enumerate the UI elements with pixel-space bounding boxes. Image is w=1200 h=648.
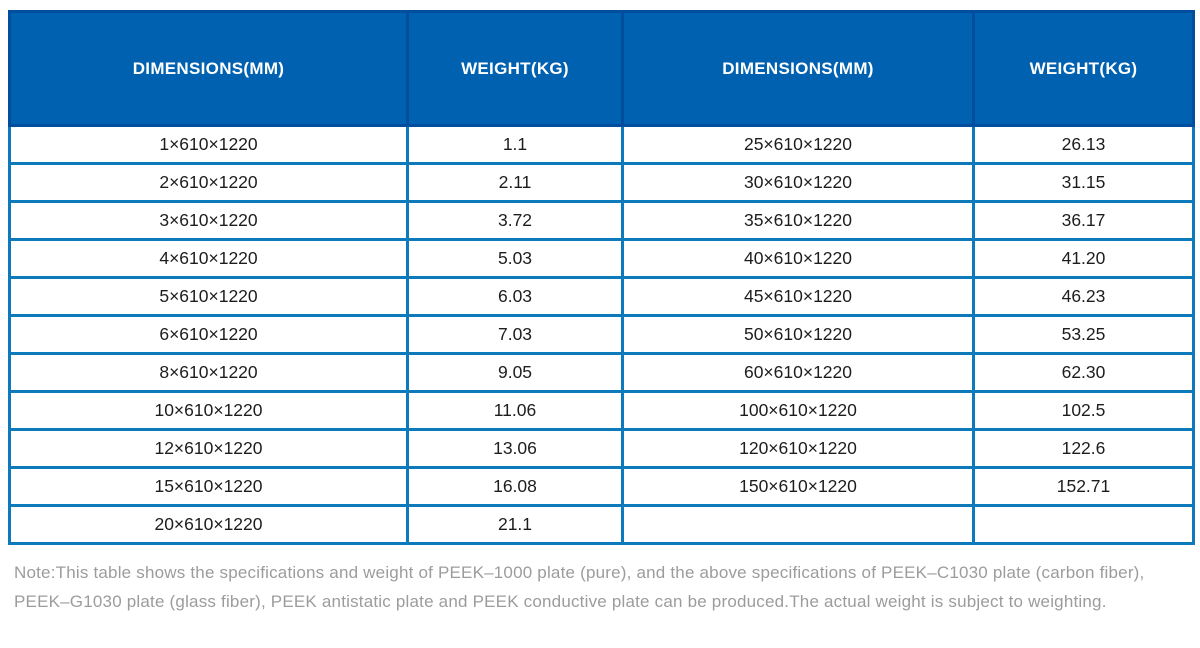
dimensions-cell: 4×610×1220 <box>8 238 409 279</box>
table-row: 20×610×1220 21.1 <box>8 504 1195 545</box>
table-row: 1×610×1220 1.1 25×610×1220 26.13 <box>8 124 1195 165</box>
dimensions-cell: 20×610×1220 <box>8 504 409 545</box>
dimensions-cell: 50×610×1220 <box>621 314 975 355</box>
table-row: 12×610×1220 13.06 120×610×1220 122.6 <box>8 428 1195 469</box>
table-row: 6×610×1220 7.03 50×610×1220 53.25 <box>8 314 1195 355</box>
weight-cell: 122.6 <box>972 428 1195 469</box>
footnote-line-2: PEEK–G1030 plate (glass fiber), PEEK ant… <box>14 592 1107 611</box>
table-row: 3×610×1220 3.72 35×610×1220 36.17 <box>8 200 1195 241</box>
dimensions-cell: 150×610×1220 <box>621 466 975 507</box>
weight-cell: 53.25 <box>972 314 1195 355</box>
dimensions-cell: 40×610×1220 <box>621 238 975 279</box>
dimensions-cell: 5×610×1220 <box>8 276 409 317</box>
footnote: Note:This table shows the specifications… <box>14 558 1190 616</box>
table-row: 15×610×1220 16.08 150×610×1220 152.71 <box>8 466 1195 507</box>
dimensions-cell: 120×610×1220 <box>621 428 975 469</box>
weight-cell: 62.30 <box>972 352 1195 393</box>
dimensions-cell: 60×610×1220 <box>621 352 975 393</box>
table-row: 5×610×1220 6.03 45×610×1220 46.23 <box>8 276 1195 317</box>
dimensions-cell: 1×610×1220 <box>8 124 409 165</box>
weight-cell: 6.03 <box>406 276 624 317</box>
dimensions-cell: 100×610×1220 <box>621 390 975 431</box>
dimensions-cell: 2×610×1220 <box>8 162 409 203</box>
dimensions-cell <box>621 504 975 545</box>
header-row: DIMENSIONS(MM) WEIGHT(KG) DIMENSIONS(MM)… <box>8 10 1195 127</box>
column-header-dimensions-right: DIMENSIONS(MM) <box>621 10 975 127</box>
table-row: 10×610×1220 11.06 100×610×1220 102.5 <box>8 390 1195 431</box>
weight-cell: 13.06 <box>406 428 624 469</box>
weight-cell: 21.1 <box>406 504 624 545</box>
dimensions-cell: 3×610×1220 <box>8 200 409 241</box>
weight-cell: 41.20 <box>972 238 1195 279</box>
column-header-weight-right: WEIGHT(KG) <box>972 10 1195 127</box>
dimensions-cell: 45×610×1220 <box>621 276 975 317</box>
weight-cell: 26.13 <box>972 124 1195 165</box>
dimensions-cell: 8×610×1220 <box>8 352 409 393</box>
peek-plate-spec-table: DIMENSIONS(MM) WEIGHT(KG) DIMENSIONS(MM)… <box>8 10 1195 545</box>
weight-cell: 2.11 <box>406 162 624 203</box>
column-header-weight-left: WEIGHT(KG) <box>406 10 624 127</box>
column-header-dimensions-left: DIMENSIONS(MM) <box>8 10 409 127</box>
weight-cell: 9.05 <box>406 352 624 393</box>
dimensions-cell: 15×610×1220 <box>8 466 409 507</box>
dimensions-cell: 25×610×1220 <box>621 124 975 165</box>
weight-cell: 7.03 <box>406 314 624 355</box>
weight-cell <box>972 504 1195 545</box>
dimensions-cell: 10×610×1220 <box>8 390 409 431</box>
table-body: 1×610×1220 1.1 25×610×1220 26.13 2×610×1220 2… <box>8 124 1195 545</box>
footnote-line-1: Note:This table shows the specifications… <box>14 563 1145 582</box>
dimensions-cell: 30×610×1220 <box>621 162 975 203</box>
spec-table-section: DIMENSIONS(MM) WEIGHT(KG) DIMENSIONS(MM)… <box>8 10 1195 545</box>
table-row: 4×610×1220 5.03 40×610×1220 41.20 <box>8 238 1195 279</box>
table-header: DIMENSIONS(MM) WEIGHT(KG) DIMENSIONS(MM)… <box>8 10 1195 127</box>
weight-cell: 3.72 <box>406 200 624 241</box>
table-row: 8×610×1220 9.05 60×610×1220 62.30 <box>8 352 1195 393</box>
weight-cell: 31.15 <box>972 162 1195 203</box>
weight-cell: 16.08 <box>406 466 624 507</box>
weight-cell: 5.03 <box>406 238 624 279</box>
weight-cell: 11.06 <box>406 390 624 431</box>
dimensions-cell: 35×610×1220 <box>621 200 975 241</box>
weight-cell: 152.71 <box>972 466 1195 507</box>
dimensions-cell: 12×610×1220 <box>8 428 409 469</box>
weight-cell: 1.1 <box>406 124 624 165</box>
weight-cell: 36.17 <box>972 200 1195 241</box>
weight-cell: 46.23 <box>972 276 1195 317</box>
weight-cell: 102.5 <box>972 390 1195 431</box>
dimensions-cell: 6×610×1220 <box>8 314 409 355</box>
table-row: 2×610×1220 2.11 30×610×1220 31.15 <box>8 162 1195 203</box>
